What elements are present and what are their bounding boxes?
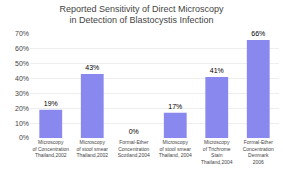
svg-text:Microscopyof TrichromeStainTha: Microscopyof TrichromeStainThailand,2004 [201, 139, 233, 165]
svg-text:17%: 17% [168, 103, 182, 110]
svg-text:Formal-EtherConcentrationScotl: Formal-EtherConcentrationScotland,2004 [118, 139, 150, 158]
svg-text:0%: 0% [19, 134, 29, 141]
svg-text:43%: 43% [85, 64, 99, 71]
svg-text:19%: 19% [44, 100, 58, 107]
svg-text:20%: 20% [15, 105, 29, 112]
svg-text:Microscopyof stool smearThaila: Microscopyof stool smearThailand, 2004 [159, 139, 192, 158]
svg-text:41%: 41% [210, 67, 224, 74]
svg-text:70%: 70% [15, 30, 29, 37]
svg-text:60%: 60% [15, 45, 29, 52]
svg-text:40%: 40% [15, 75, 29, 82]
svg-text:30%: 30% [15, 90, 29, 97]
svg-text:66%: 66% [251, 30, 265, 37]
svg-text:Microscopyof ConcentrationThai: Microscopyof ConcentrationThailand,2002 [32, 139, 69, 158]
svg-text:0%: 0% [129, 128, 139, 135]
svg-text:50%: 50% [15, 60, 29, 67]
svg-text:10%: 10% [15, 120, 29, 127]
svg-text:Microscopyof stool smearThaila: Microscopyof stool smearThailand,2002 [76, 139, 108, 158]
svg-text:Reported Sensitivity of Direct: Reported Sensitivity of Direct Microscop… [59, 4, 224, 26]
svg-text:Formal-EtherConcentrationDenma: Formal-EtherConcentrationDenmark2006 [243, 139, 274, 165]
